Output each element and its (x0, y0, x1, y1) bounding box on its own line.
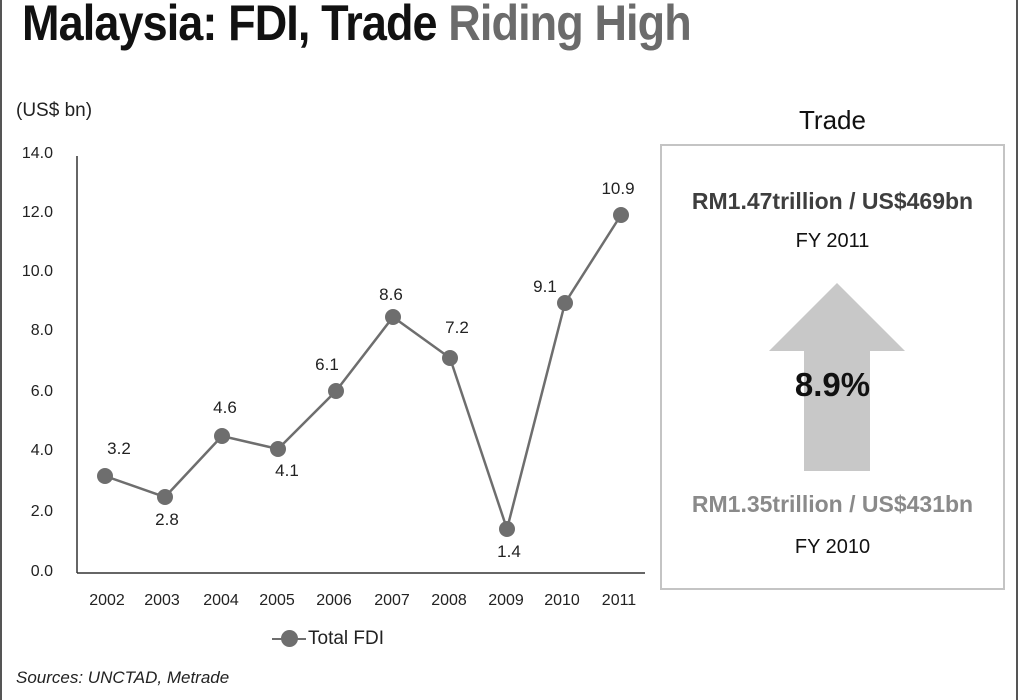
trade-value-2011: RM1.47trillion / US$469bn (691, 188, 974, 214)
data-point[interactable] (157, 489, 173, 505)
title-highlight: Riding High (448, 0, 691, 51)
y-tick: 10.0 (21, 263, 53, 280)
y-tick: 0.0 (30, 563, 53, 580)
data-point[interactable] (328, 383, 344, 399)
y-tick: 14.0 (21, 145, 53, 162)
trade-period-2010: FY 2010 (794, 536, 871, 558)
legend-label: Total FDI (308, 628, 385, 649)
page-title: Malaysia: FDI, Trade Riding High (22, 0, 692, 52)
x-tick: 2008 (431, 592, 467, 609)
data-point[interactable] (557, 295, 573, 311)
trade-growth: 8.9% (794, 366, 871, 403)
x-tick: 2005 (259, 592, 295, 609)
point-label: 3.2 (107, 439, 131, 458)
trade-panel: RM1.47trillion / US$469bn FY 2011 8.9% R… (660, 144, 1005, 590)
fdi-line-chart (76, 156, 645, 574)
point-label: 9.1 (533, 277, 557, 296)
x-tick: 2003 (144, 592, 180, 609)
data-point[interactable] (97, 468, 113, 484)
point-label: 8.6 (379, 285, 403, 304)
point-label: 4.6 (213, 398, 237, 417)
x-tick: 2010 (544, 592, 580, 609)
trade-period-2011: FY 2011 (795, 230, 870, 252)
data-point[interactable] (385, 309, 401, 325)
x-tick: 2009 (488, 592, 524, 609)
x-tick: 2004 (203, 592, 239, 609)
point-label: 4.1 (275, 461, 299, 480)
x-tick: 2007 (374, 592, 410, 609)
trade-title: Trade (799, 105, 866, 135)
chart-legend[interactable]: Total FDI (272, 628, 384, 650)
y-tick: 2.0 (30, 503, 53, 520)
y-tick: 8.0 (30, 322, 53, 339)
up-arrow-icon (769, 283, 905, 471)
data-point[interactable] (270, 441, 286, 457)
y-tick: 4.0 (30, 442, 53, 459)
data-point[interactable] (214, 428, 230, 444)
source-note: Sources: UNCTAD, Metrade (16, 668, 230, 687)
trade-value-2010: RM1.35trillion / US$431bn (691, 491, 974, 517)
y-axis-unit: (US$ bn) (16, 100, 93, 121)
x-tick: 2011 (601, 592, 637, 609)
point-label: 6.1 (315, 355, 339, 374)
point-label: 2.8 (155, 510, 179, 529)
y-tick: 6.0 (30, 383, 53, 400)
point-label: 10.9 (601, 179, 635, 198)
point-label: 1.4 (497, 542, 521, 561)
title-main: Malaysia: FDI, Trade (22, 0, 449, 51)
x-tick: 2002 (89, 592, 125, 609)
data-point[interactable] (613, 207, 629, 223)
legend-marker-icon (272, 630, 306, 647)
data-point[interactable] (499, 521, 515, 537)
y-tick: 12.0 (21, 204, 53, 221)
point-label: 7.2 (445, 318, 469, 337)
data-point[interactable] (442, 350, 458, 366)
x-tick: 2006 (316, 592, 352, 609)
fdi-line (104, 214, 623, 534)
